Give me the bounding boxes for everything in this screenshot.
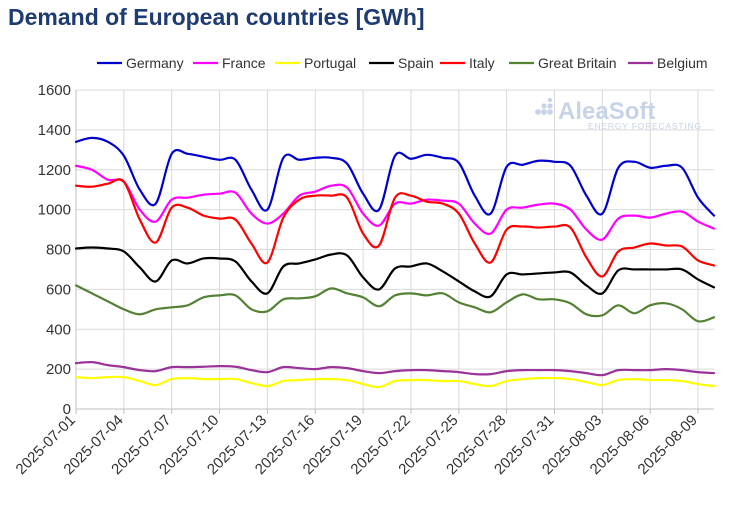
series-line-portugal <box>74 375 716 389</box>
chart-title: Demand of European countries [GWh] <box>8 4 425 30</box>
logo-dot <box>541 103 547 109</box>
x-tick-labels: 2025-07-012025-07-042025-07-072025-07-10… <box>13 412 701 478</box>
series-line-great-britain <box>74 284 716 323</box>
y-tick-label: 200 <box>46 361 71 378</box>
legend: Germany France Portugal Spain Italy Great Bri… <box>97 55 708 71</box>
y-tick-label: 0 <box>63 401 71 418</box>
legend-label-great-britain: Great Britain <box>538 55 617 71</box>
legend-label-france: France <box>222 55 266 71</box>
legend-label-italy: Italy <box>469 55 495 71</box>
series-line-italy <box>74 178 716 278</box>
y-tick-label: 600 <box>46 281 71 298</box>
series-line-france <box>74 164 716 241</box>
y-tick-label: 1000 <box>38 202 71 219</box>
aleasoft-logo-dots-icon <box>535 97 553 115</box>
logo-dot <box>547 109 553 115</box>
legend-label-spain: Spain <box>398 55 434 71</box>
y-tick-label: 1400 <box>38 122 71 139</box>
series-lines <box>74 136 716 389</box>
aleasoft-watermark: AleaSoft ENERGY FORECASTING <box>535 97 702 131</box>
watermark-tagline: ENERGY FORECASTING <box>588 121 702 131</box>
y-tick-label: 800 <box>46 242 71 259</box>
legend-label-portugal: Portugal <box>304 55 356 71</box>
y-tick-label: 400 <box>46 321 71 338</box>
legend-label-germany: Germany <box>126 55 184 71</box>
logo-dot <box>547 97 553 103</box>
legend-label-belgium: Belgium <box>657 55 708 71</box>
watermark-brand: AleaSoft <box>558 98 655 125</box>
series-line-spain <box>74 246 716 299</box>
series-line-germany <box>74 136 716 217</box>
series-line-belgium <box>74 360 716 377</box>
y-tick-label: 1600 <box>38 82 71 99</box>
logo-dot <box>541 109 547 115</box>
y-tick-label: 1200 <box>38 162 71 179</box>
y-tick-labels: 0 200 400 600 800 1000 1200 1400 1600 <box>38 82 71 418</box>
logo-dot <box>547 103 553 109</box>
logo-dot <box>535 109 541 115</box>
